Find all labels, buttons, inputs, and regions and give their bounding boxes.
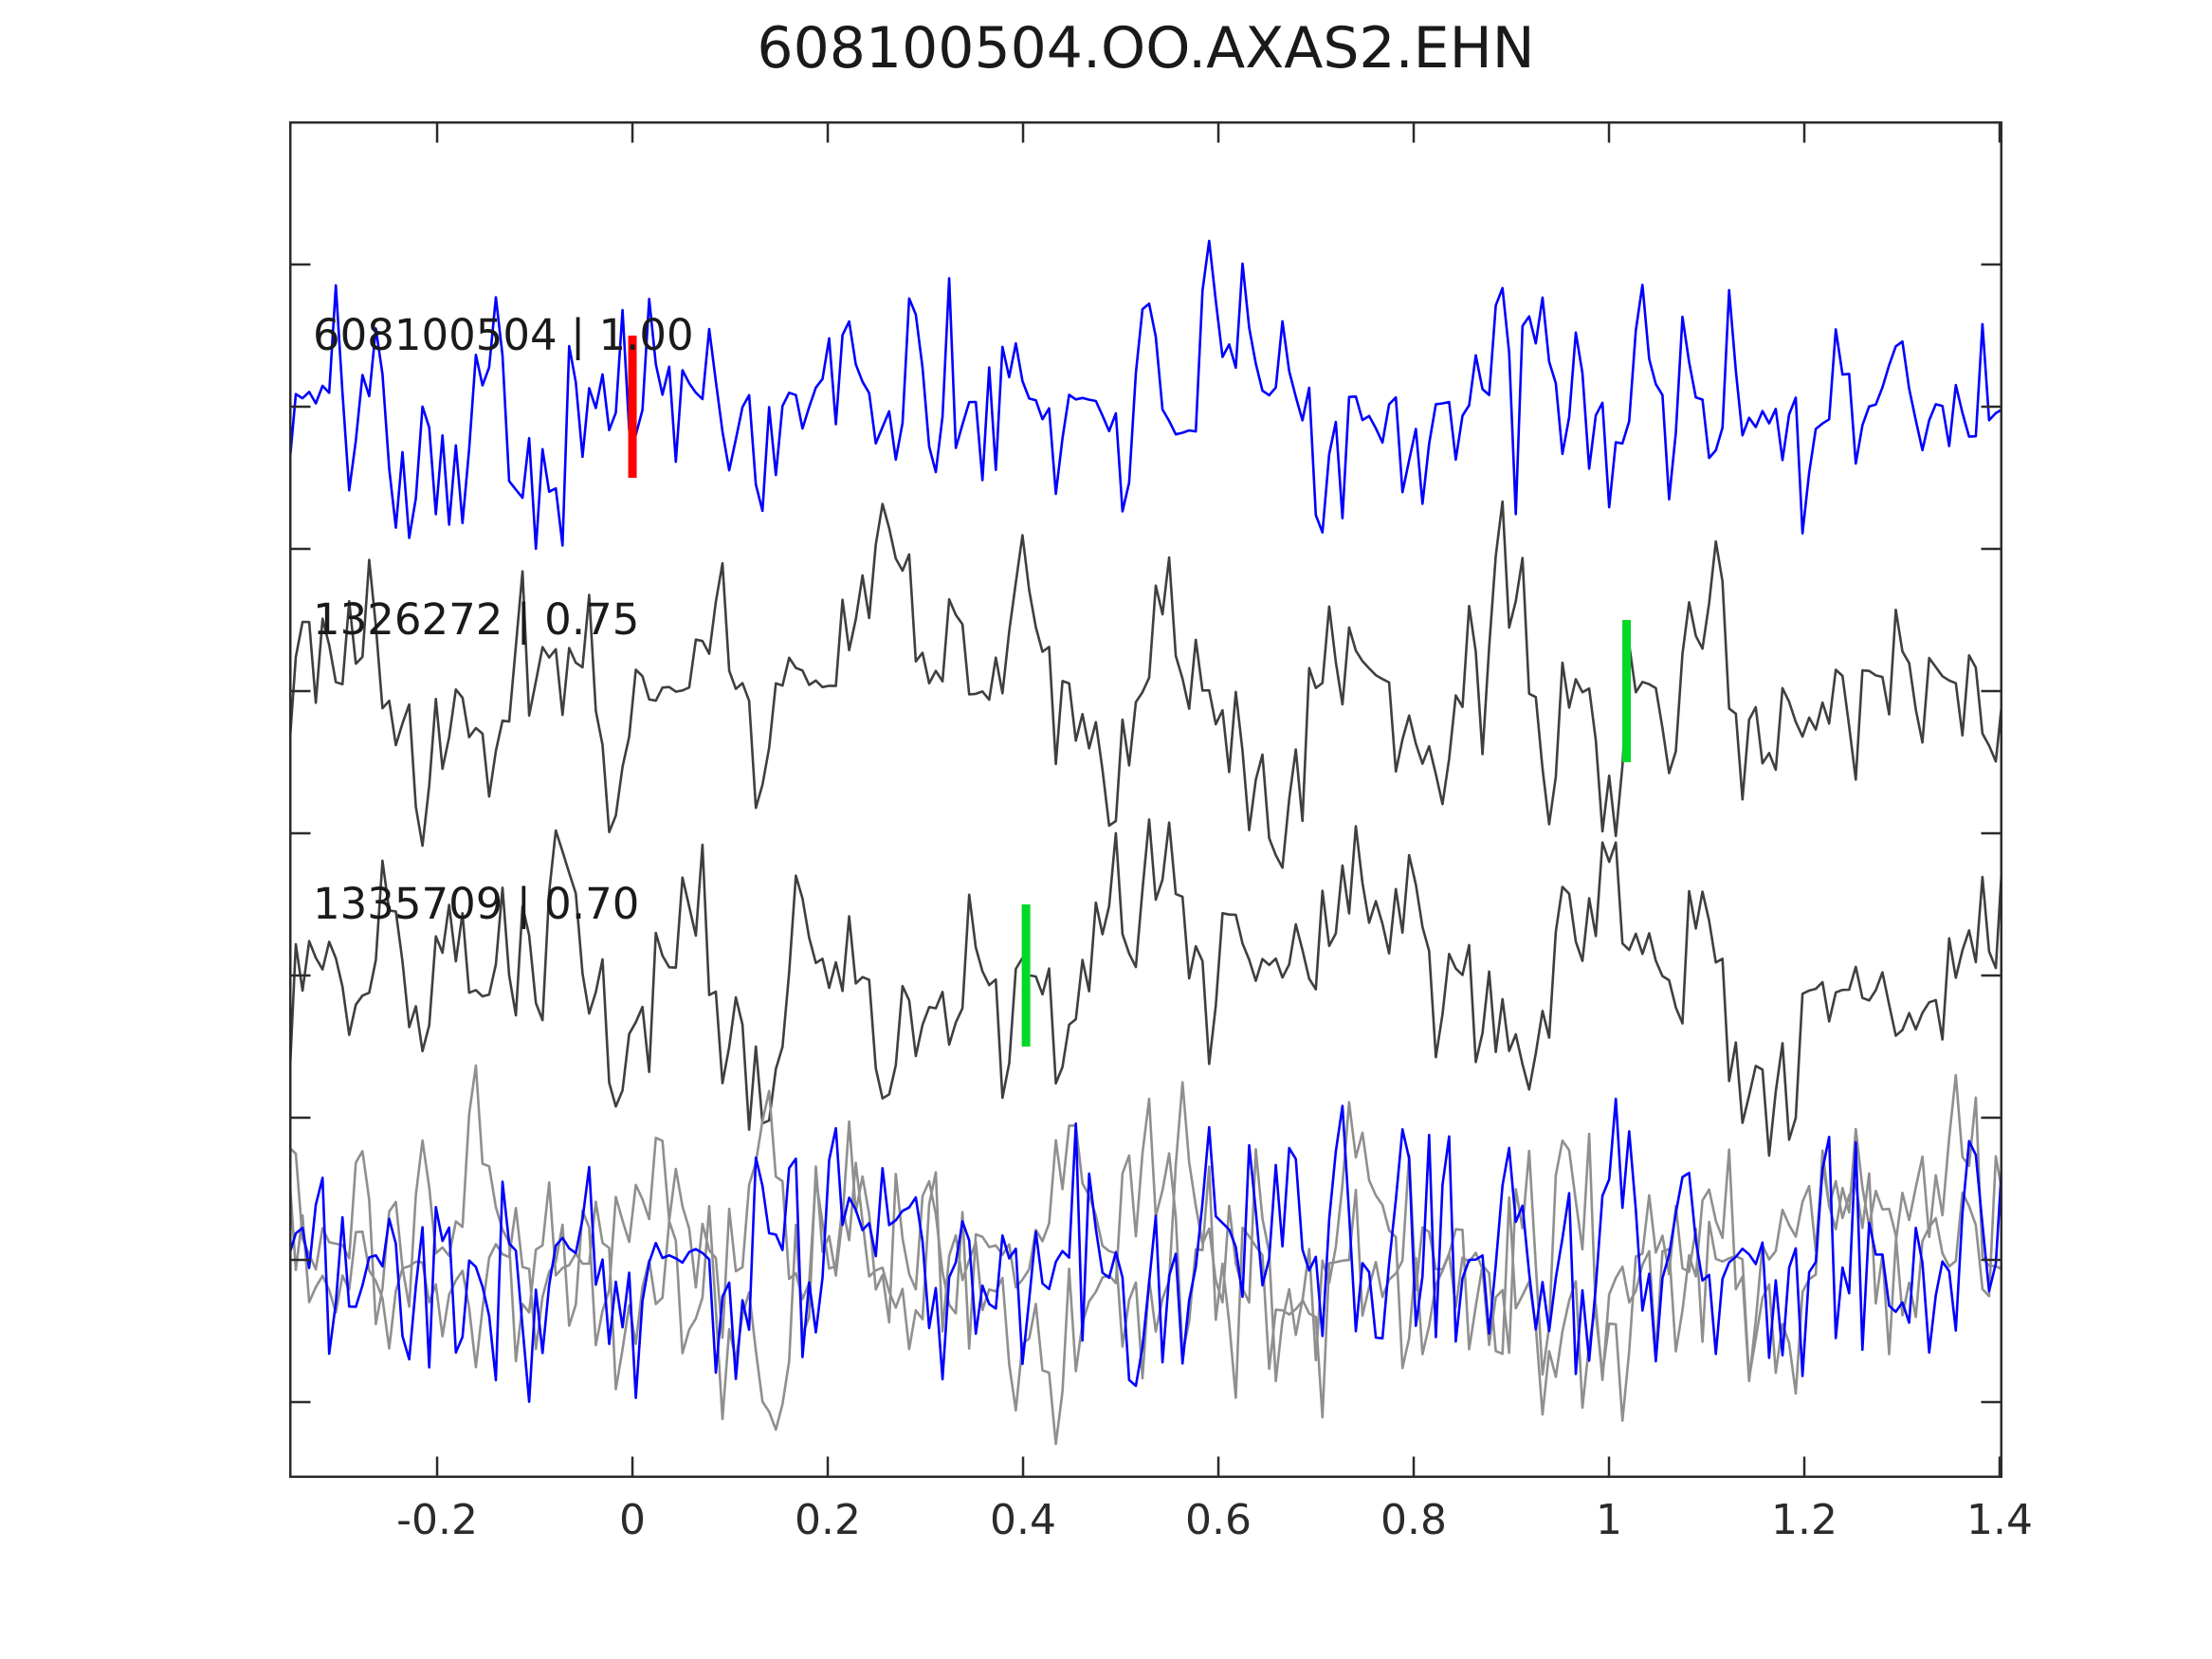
axes-box [289, 121, 2002, 1478]
waveform-trace-row3-1 [289, 1073, 2002, 1446]
x-tick-label: 0 [619, 1496, 647, 1544]
waveform-trace-row1-0 [289, 500, 2002, 869]
waveform-trace-row3-2 [289, 1097, 2002, 1403]
x-tick-label: -0.2 [396, 1496, 478, 1544]
waveform-trace-row2-0 [289, 818, 2002, 1158]
x-tick-label: 0.8 [1380, 1496, 1447, 1544]
x-tick-label: 0.4 [990, 1496, 1057, 1544]
x-tick-label: 1 [1596, 1496, 1623, 1544]
figure-title: 608100504.OO.AXAS2.EHN [757, 15, 1535, 82]
waveform-canvas [289, 121, 2002, 1478]
x-tick-label: 0.2 [795, 1496, 862, 1544]
x-tick-label: 1.4 [1966, 1496, 2033, 1544]
waveform-trace-row3-0 [289, 1064, 2002, 1431]
waveform-trace-row0-0 [289, 239, 2002, 551]
x-tick-label: 0.6 [1185, 1496, 1252, 1544]
x-tick-label: 1.2 [1771, 1496, 1837, 1544]
